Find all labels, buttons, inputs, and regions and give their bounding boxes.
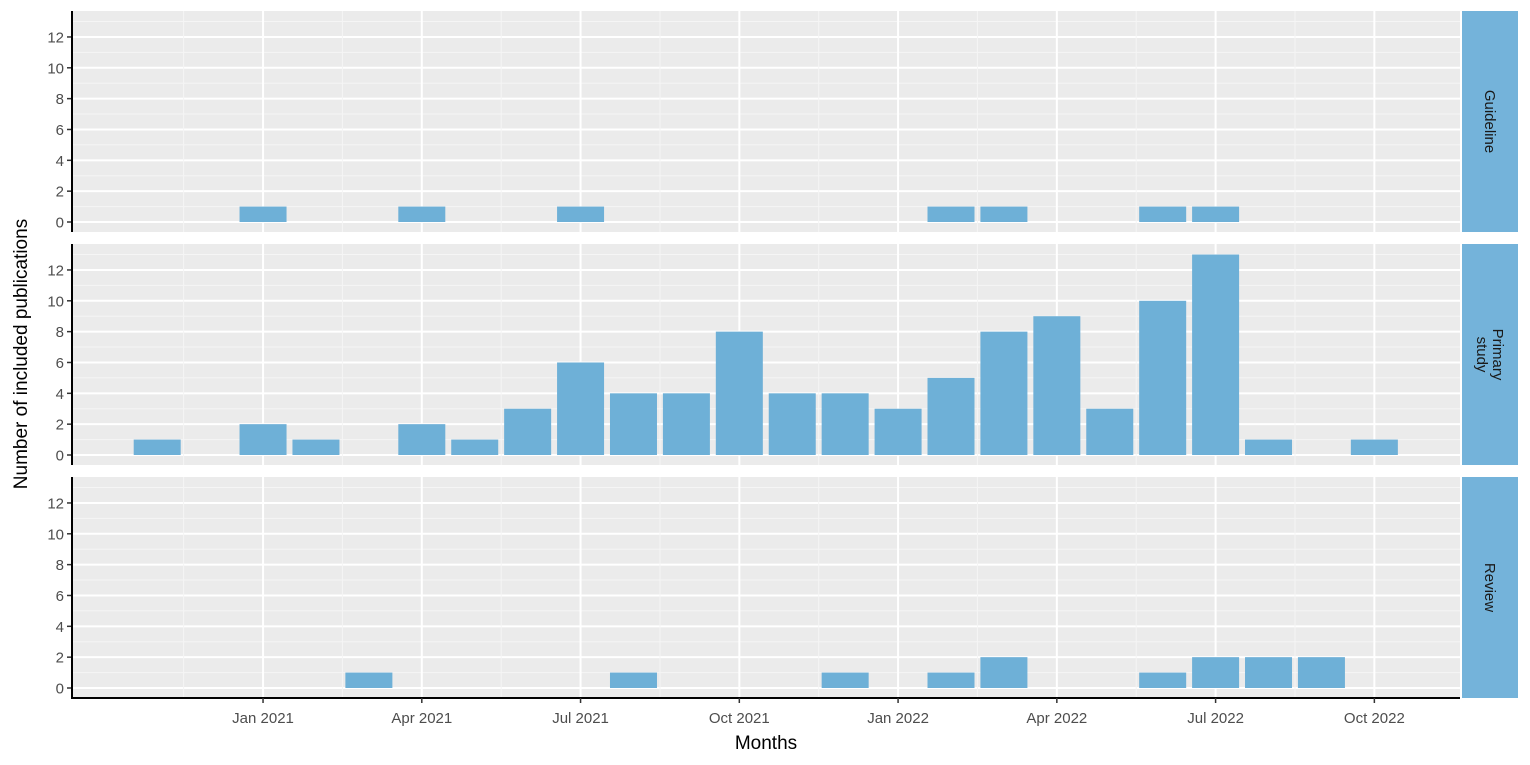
y-tick-label: 2 xyxy=(56,650,64,667)
x-tick-label: Jul 2022 xyxy=(1187,710,1244,727)
bar-mar-2022 xyxy=(980,206,1028,222)
y-tick-label: 0 xyxy=(56,448,64,465)
bar-jun-2022 xyxy=(1139,300,1187,455)
facet-panel-guideline: 0 2 4 6 8 10 12 Guideline xyxy=(47,11,1518,232)
y-tick-label: 2 xyxy=(56,417,64,434)
bar-feb-2021 xyxy=(292,439,340,455)
y-tick-label: 12 xyxy=(47,29,64,46)
bar-oct-2021 xyxy=(715,331,763,455)
bar-may-2022 xyxy=(1086,408,1134,455)
y-tick-label: 6 xyxy=(56,355,64,372)
y-tick-label: 10 xyxy=(47,60,64,77)
bar-aug-2021 xyxy=(609,672,657,688)
y-axis-title: Number of included publications xyxy=(11,219,32,489)
y-tick-label: 4 xyxy=(56,386,64,403)
y-tick-label: 4 xyxy=(56,153,64,170)
panel-background xyxy=(72,11,1460,232)
bar-sep-2022 xyxy=(1297,657,1345,688)
facet-strip xyxy=(1462,244,1518,465)
facet-panel-review: 0 2 4 6 8 10 12 Review xyxy=(47,477,1518,698)
bar-jul-2022 xyxy=(1192,206,1240,222)
bar-apr-2021 xyxy=(398,206,446,222)
bar-jun-2021 xyxy=(504,408,552,455)
x-tick-label: Jul 2021 xyxy=(552,710,609,727)
bar-sep-2021 xyxy=(662,393,710,455)
facet-panel-primary-study: 0 2 4 6 8 10 12 Primarystudy xyxy=(47,244,1518,465)
bar-jan-2021 xyxy=(239,206,287,222)
bar-jun-2022 xyxy=(1139,206,1187,222)
y-tick-label: 10 xyxy=(47,293,64,310)
y-tick-label: 12 xyxy=(47,495,64,512)
bar-apr-2022 xyxy=(1033,316,1081,455)
bar-aug-2022 xyxy=(1245,439,1293,455)
bar-jan-2022 xyxy=(874,408,922,455)
y-tick-label: 8 xyxy=(56,91,64,108)
x-axis-title: Months xyxy=(735,733,797,754)
bar-may-2021 xyxy=(451,439,499,455)
y-tick-label: 0 xyxy=(56,215,64,232)
facet-strip xyxy=(1462,11,1518,232)
x-tick-label: Oct 2021 xyxy=(709,710,770,727)
bar-jan-2021 xyxy=(239,424,287,455)
bar-jul-2021 xyxy=(557,362,605,455)
y-tick-label: 12 xyxy=(47,262,64,279)
bar-jun-2022 xyxy=(1139,672,1187,688)
y-tick-label: 0 xyxy=(56,681,64,698)
y-tick-label: 8 xyxy=(56,324,64,341)
bar-nov-2021 xyxy=(768,393,816,455)
y-tick-label: 4 xyxy=(56,619,64,636)
y-tick-label: 6 xyxy=(56,122,64,139)
bar-jul-2022 xyxy=(1192,657,1240,688)
bar-mar-2021 xyxy=(345,672,393,688)
x-tick-label: Jan 2021 xyxy=(232,710,294,727)
x-tick-label: Jan 2022 xyxy=(867,710,929,727)
y-tick-label: 10 xyxy=(47,526,64,543)
facet-strip-label: Review xyxy=(1481,563,1498,612)
x-tick-label: Apr 2022 xyxy=(1026,710,1087,727)
facet-strip-label: Guideline xyxy=(1481,90,1498,153)
y-tick-label: 6 xyxy=(56,588,64,605)
bar-apr-2021 xyxy=(398,424,446,455)
bar-aug-2022 xyxy=(1245,657,1293,688)
bar-dec-2021 xyxy=(821,393,869,455)
bar-mar-2022 xyxy=(980,657,1028,688)
bar-feb-2022 xyxy=(927,672,975,688)
bar-dec-2021 xyxy=(821,672,869,688)
x-tick-label: Apr 2021 xyxy=(391,710,452,727)
y-tick-label: 8 xyxy=(56,557,64,574)
bar-jul-2022 xyxy=(1192,254,1240,455)
bar-nov-2020 xyxy=(133,439,181,455)
facet-panels: 024681012Guideline024681012Primarystudy0… xyxy=(47,11,1518,698)
facet-strip xyxy=(1462,477,1518,698)
bar-feb-2022 xyxy=(927,377,975,455)
y-tick-label: 2 xyxy=(56,184,64,201)
x-axis: Jan 2021 Apr 2021 Jul 2021 Oct 2021 Jan 2022… xyxy=(71,697,1460,727)
x-tick-label: Oct 2022 xyxy=(1344,710,1405,727)
bar-feb-2022 xyxy=(927,206,975,222)
facet-strip-label: Primarystudy xyxy=(1473,329,1506,381)
bar-mar-2022 xyxy=(980,331,1028,455)
bar-jul-2021 xyxy=(557,206,605,222)
bar-aug-2021 xyxy=(609,393,657,455)
bar-oct-2022 xyxy=(1350,439,1398,455)
